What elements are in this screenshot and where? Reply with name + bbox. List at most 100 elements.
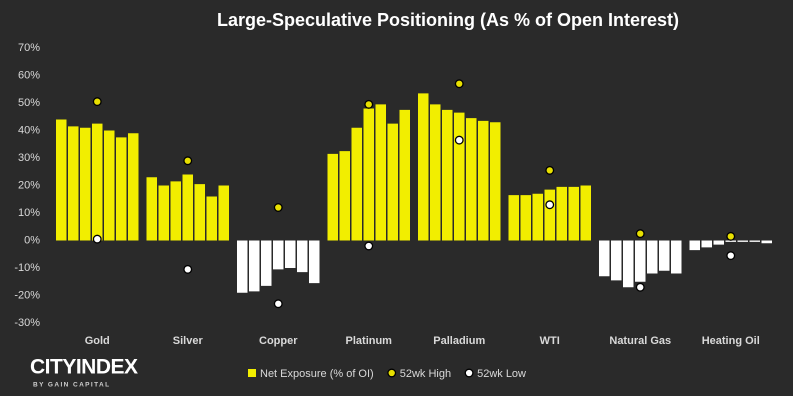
y-tick-label: 60% xyxy=(18,69,40,81)
bar xyxy=(237,240,248,293)
x-tick-label: Heating Oil xyxy=(702,335,760,347)
legend-label: 52wk Low xyxy=(477,368,526,380)
bar xyxy=(713,240,724,245)
marker xyxy=(183,264,193,274)
bar xyxy=(737,240,748,242)
y-tick-label: -30% xyxy=(14,317,40,329)
bar xyxy=(56,119,67,241)
bar xyxy=(442,109,453,241)
y-tick-label: 30% xyxy=(18,152,40,164)
legend-label: Net Exposure (% of OI) xyxy=(260,368,374,380)
bar xyxy=(599,240,610,277)
x-tick-label: Copper xyxy=(259,335,298,347)
bar xyxy=(297,240,308,273)
bar xyxy=(623,240,634,288)
bar xyxy=(611,240,622,281)
bar xyxy=(430,104,441,241)
x-tick-label: WTI xyxy=(540,335,560,347)
marker xyxy=(726,251,736,261)
bar xyxy=(68,126,79,241)
bar xyxy=(466,118,477,241)
bar xyxy=(701,240,712,248)
y-tick-label: 10% xyxy=(18,207,40,219)
bar xyxy=(568,186,579,241)
y-tick-label: 40% xyxy=(18,124,40,136)
marker xyxy=(92,234,102,244)
bar xyxy=(206,196,217,241)
bar xyxy=(399,109,410,241)
marker xyxy=(92,97,102,107)
bar xyxy=(80,127,91,241)
chart-title: Large-Speculative Positioning (As % of O… xyxy=(217,10,679,30)
bar xyxy=(92,123,103,241)
bar xyxy=(490,122,501,241)
bar xyxy=(146,177,157,241)
marker xyxy=(183,156,193,166)
bar xyxy=(170,181,181,241)
y-tick-label: 70% xyxy=(18,42,40,54)
legend-label: 52wk High xyxy=(400,368,451,380)
legend-swatch xyxy=(464,368,474,378)
bar xyxy=(635,240,646,282)
bar xyxy=(339,151,350,241)
bar xyxy=(478,120,489,241)
marker xyxy=(454,135,464,145)
marker xyxy=(545,165,555,175)
bar xyxy=(116,137,127,241)
bar xyxy=(182,174,193,241)
bar xyxy=(454,112,465,241)
bar xyxy=(285,240,296,268)
legend-swatch xyxy=(248,369,256,377)
logo-name: CITYINDEX xyxy=(30,356,138,379)
x-tick-label: Silver xyxy=(173,335,204,347)
marker xyxy=(273,203,283,212)
marker xyxy=(364,99,374,109)
bar xyxy=(351,127,362,241)
bar xyxy=(158,185,169,241)
marker xyxy=(635,229,645,239)
bar xyxy=(104,130,115,241)
marker xyxy=(273,299,283,309)
bar xyxy=(218,185,229,241)
legend-swatch xyxy=(387,368,397,378)
bar xyxy=(556,186,567,241)
logo-tagline: BY GAIN CAPITAL xyxy=(33,382,110,389)
bar xyxy=(249,240,260,292)
x-tick-label: Platinum xyxy=(346,335,393,347)
bar xyxy=(580,185,591,241)
y-tick-label: -20% xyxy=(14,289,40,301)
bar xyxy=(309,240,320,284)
bar xyxy=(363,108,374,241)
bar xyxy=(128,133,139,241)
bar xyxy=(520,195,531,241)
bar xyxy=(544,189,555,241)
marker xyxy=(545,200,555,210)
y-tick-label: 20% xyxy=(18,179,40,191)
bar xyxy=(761,240,772,244)
bar xyxy=(387,123,398,241)
x-tick-label: Gold xyxy=(85,335,110,347)
marker xyxy=(726,231,736,241)
bar xyxy=(375,104,386,241)
bar xyxy=(261,240,272,286)
bar xyxy=(508,195,519,241)
bar xyxy=(671,240,682,274)
bar xyxy=(689,240,700,251)
y-tick-label: 50% xyxy=(18,97,40,109)
x-tick-label: Natural Gas xyxy=(609,335,671,347)
bar xyxy=(418,93,429,241)
bar xyxy=(532,193,543,241)
y-tick-label: 0% xyxy=(24,234,40,246)
x-tick-label: Palladium xyxy=(433,335,485,347)
y-tick-label: -10% xyxy=(14,262,40,274)
bar xyxy=(273,240,284,270)
bar xyxy=(725,240,736,242)
marker xyxy=(454,79,464,89)
bar xyxy=(327,153,338,241)
bar xyxy=(749,240,760,242)
bar xyxy=(659,240,670,271)
marker xyxy=(635,282,645,292)
bar xyxy=(647,240,658,274)
